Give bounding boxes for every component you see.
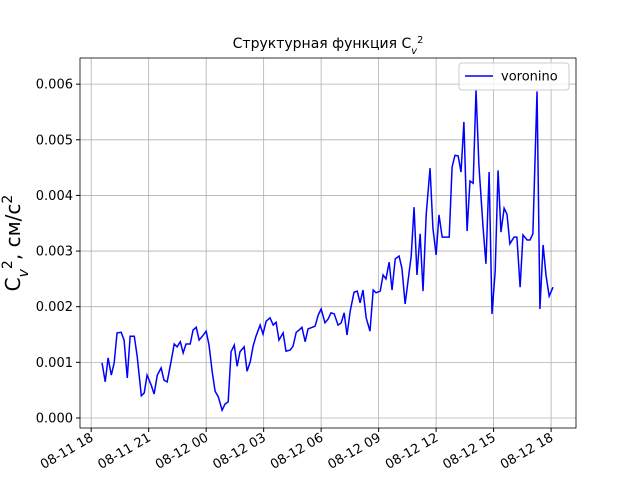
y-tick-label: 0.004 <box>36 189 73 204</box>
y-tick-label: 0.005 <box>36 133 73 148</box>
x-tick-label: 08-12 12 <box>383 430 441 472</box>
x-tick-label: 08-12 09 <box>326 430 384 472</box>
x-tick-label: 08-12 18 <box>498 430 556 472</box>
y-axis-label-part: , см/с <box>1 204 25 261</box>
x-tick-label: 08-12 15 <box>440 430 498 472</box>
x-tick-label: 08-12 00 <box>153 430 211 472</box>
y-axis-label-part: 2 <box>0 260 16 269</box>
x-tick-label: 08-12 03 <box>211 430 269 472</box>
y-tick-label: 0.002 <box>36 300 73 315</box>
chart-title-part: Структурная функция C <box>233 36 412 52</box>
y-tick-label: 0.003 <box>36 245 73 260</box>
chart-title-part: v <box>411 46 417 57</box>
plot-frame <box>79 57 577 429</box>
y-axis-label: Cv2, см/с2 <box>0 195 32 292</box>
y-tick-label: 0.006 <box>36 78 73 93</box>
y-axis-label-part: v <box>16 268 32 277</box>
x-tick-label: 08-11 18 <box>38 430 96 472</box>
y-tick-label: 0.000 <box>36 411 73 426</box>
data-line <box>101 90 554 413</box>
chart-title-part: 2 <box>417 35 423 46</box>
x-tick-label: 08-12 06 <box>268 430 326 472</box>
x-tick-label: 08-11 21 <box>96 430 154 472</box>
chart-title: Структурная функция Cv2 <box>233 35 424 57</box>
y-axis-label-part: 2 <box>0 195 16 204</box>
y-axis-label-part: C <box>1 277 25 291</box>
legend-box <box>458 62 570 91</box>
y-tick-label: 0.001 <box>36 356 73 371</box>
legend-label: voronino <box>501 70 558 85</box>
